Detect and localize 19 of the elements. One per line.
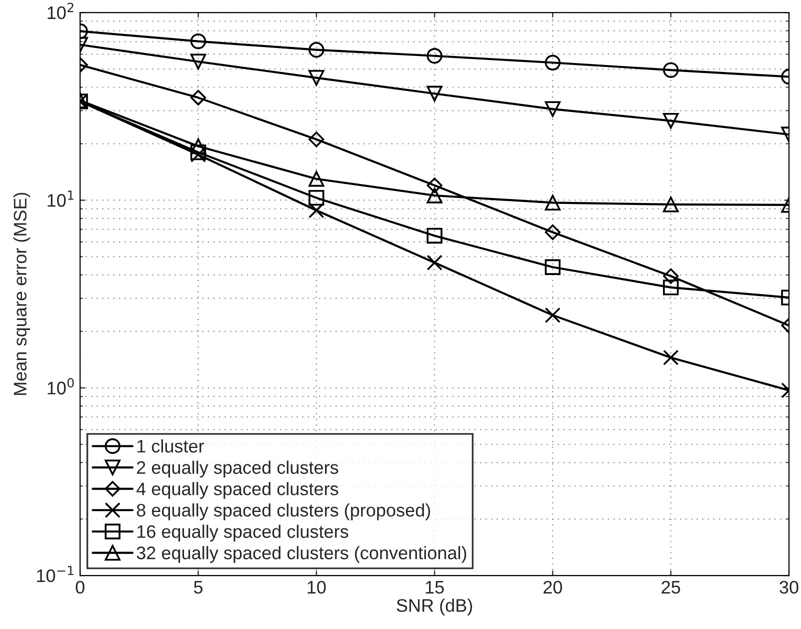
x-tick-label: 20 <box>544 580 562 594</box>
y-tick-label: 10$^{−1}$ <box>37 566 74 582</box>
x-axis-title: SNR (dB) <box>396 598 472 616</box>
y-axis-title: Mean square error (MSE) <box>13 192 30 395</box>
legend-label: 1 cluster <box>137 439 204 453</box>
y-tick-label: 10$^{1}$ <box>48 190 74 207</box>
legend-label: 8 equally spaced clusters (proposed) <box>136 503 430 520</box>
x-tick-label: 0 <box>76 580 84 594</box>
legend-label: 2 equally spaced clusters <box>136 460 338 478</box>
x-tick-label: 15 <box>426 581 444 594</box>
y-tick-label: 10$^{0}$ <box>48 378 74 394</box>
legend-label: 4 equally spaced clusters <box>136 482 338 499</box>
x-tick-label: 5 <box>194 581 203 594</box>
x-tick-label: 10 <box>308 580 326 594</box>
y-tick-label: 10$^{2}$ <box>48 2 74 20</box>
legend-label: 32 equally spaced clusters (conventional) <box>136 546 466 563</box>
x-tick-label: 30 <box>780 580 798 594</box>
legend-label: 16 equally spaced clusters <box>137 524 348 542</box>
x-tick-label: 25 <box>662 580 680 594</box>
